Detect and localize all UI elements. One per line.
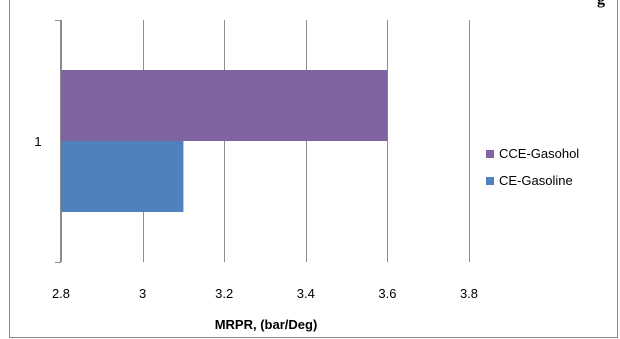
legend-label: CCE-Gasohol [499,146,579,161]
x-tick-label: 3.2 [215,286,233,301]
x-tick-label: 3 [139,286,146,301]
bar-cce-gasohol [61,70,388,141]
legend-swatch [486,150,494,158]
legend-swatch [486,177,494,185]
x-tick-label: 3.6 [378,286,396,301]
x-tick-label: 2.8 [52,286,70,301]
y-tick-label: 1 [34,134,41,149]
x-tick-label: 3.4 [297,286,315,301]
clipped-caption-text: g [597,0,605,9]
bar-ce-gasoline [61,141,184,212]
x-tick-label: 3.8 [460,286,478,301]
legend-label: CE-Gasoline [499,173,573,188]
x-axis-title: MRPR, (bar/Deg) [215,317,318,332]
